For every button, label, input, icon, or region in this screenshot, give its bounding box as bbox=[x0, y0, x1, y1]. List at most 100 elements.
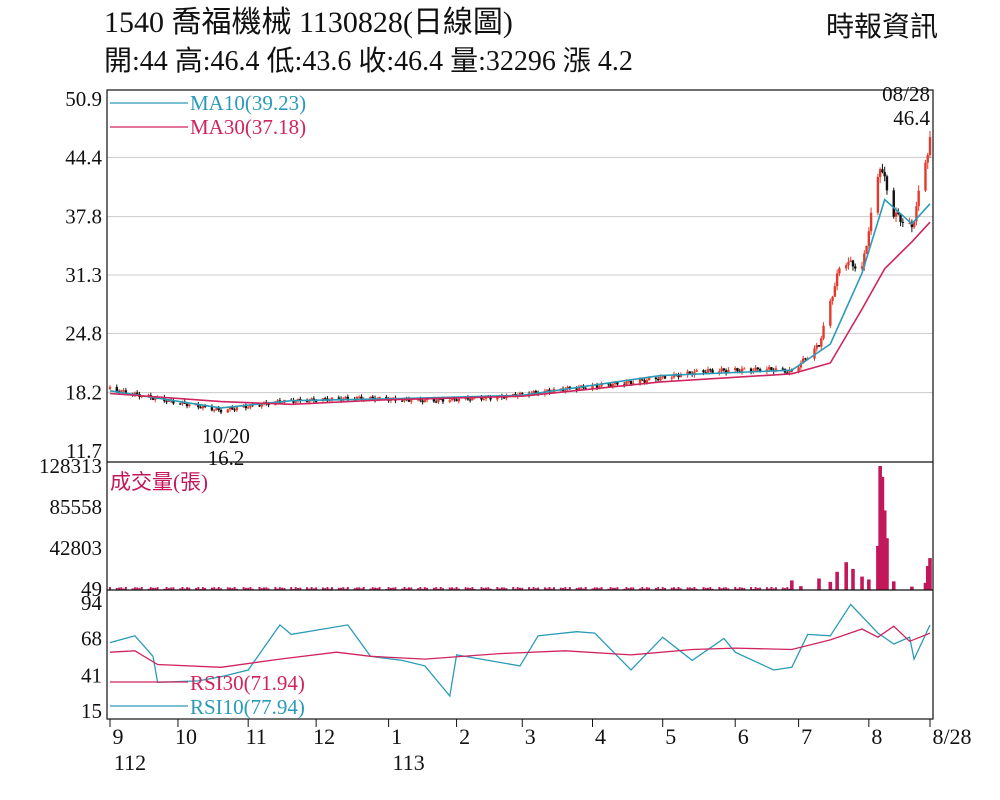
volume-bar-small bbox=[623, 588, 626, 590]
volume-bar-small bbox=[249, 587, 252, 590]
volume-bar-small bbox=[360, 588, 363, 590]
candle-body bbox=[489, 397, 492, 400]
candle-body bbox=[564, 389, 567, 392]
candle-body bbox=[337, 397, 340, 399]
volume-bar-small bbox=[455, 587, 458, 590]
volume-bar-small bbox=[532, 587, 535, 590]
candle-body bbox=[801, 358, 805, 364]
volume-bar-small bbox=[281, 587, 284, 590]
volume-bar-small bbox=[401, 588, 404, 590]
volume-bar-small bbox=[294, 587, 297, 590]
candle-body bbox=[244, 405, 248, 409]
y-tick-label: 68 bbox=[81, 627, 102, 651]
volume-bar-small bbox=[754, 587, 757, 590]
volume-bar-small bbox=[718, 587, 721, 590]
candle-body bbox=[756, 367, 760, 370]
candle-body bbox=[781, 368, 784, 370]
volume-bar-small bbox=[750, 587, 753, 590]
volume-bar-small bbox=[550, 588, 553, 590]
volume-bar-small bbox=[290, 587, 293, 590]
candle-body bbox=[294, 401, 297, 403]
volume-bar-small bbox=[580, 587, 583, 590]
y-tick-label: 50.9 bbox=[65, 87, 102, 111]
candle-body bbox=[611, 383, 615, 387]
volume-bar-small bbox=[244, 587, 247, 590]
candle-body bbox=[242, 405, 245, 408]
volume-bar-small bbox=[229, 587, 232, 590]
volume-bar-small bbox=[562, 587, 565, 590]
volume-bar-small bbox=[183, 588, 186, 590]
volume-bar-small bbox=[643, 588, 646, 590]
volume-bar-small bbox=[215, 588, 218, 590]
volume-bar-small bbox=[423, 587, 426, 590]
candle-body bbox=[709, 369, 712, 371]
volume-bar-small bbox=[629, 587, 632, 590]
x-tick-label: 2 bbox=[459, 724, 470, 749]
x-tick-label: 8 bbox=[871, 724, 882, 749]
volume-bar-small bbox=[765, 587, 768, 590]
candle-body bbox=[641, 379, 644, 381]
candle-body bbox=[233, 409, 236, 411]
volume-bar-small bbox=[496, 587, 499, 590]
volume-bar-small bbox=[165, 587, 168, 590]
candle-body bbox=[813, 348, 816, 359]
candle-body bbox=[330, 397, 334, 401]
volume-bar-small bbox=[210, 587, 213, 590]
volume-bar-small bbox=[593, 587, 596, 590]
volume-bar-small bbox=[657, 587, 660, 590]
chart-title: 1540 喬福機械 1130828(日線圖) bbox=[104, 6, 513, 39]
ma30-line bbox=[109, 221, 931, 406]
candle-body bbox=[820, 338, 823, 347]
volume-bar-small bbox=[432, 587, 435, 590]
volume-bar-small bbox=[600, 587, 603, 590]
volume-bar-small bbox=[448, 587, 451, 590]
candle-body bbox=[235, 407, 239, 411]
candle-body bbox=[305, 400, 309, 403]
volume-bar-small bbox=[702, 587, 705, 590]
candle-body bbox=[627, 381, 630, 383]
candle-body bbox=[448, 400, 451, 402]
candle-body bbox=[724, 370, 728, 373]
volume-bar-small bbox=[421, 588, 424, 590]
volume-bar-small bbox=[625, 587, 628, 590]
volume-panel: 128313 85558 42803 49 成交量(張) bbox=[39, 454, 932, 601]
volume-bar-small bbox=[358, 587, 361, 590]
candle-body bbox=[292, 400, 295, 403]
y-tick-label: 85558 bbox=[50, 495, 103, 519]
volume-bar-small bbox=[469, 587, 472, 590]
candle-body bbox=[421, 400, 424, 403]
volume-bar-small bbox=[231, 588, 234, 590]
candle-body bbox=[231, 407, 234, 410]
candle-body bbox=[450, 397, 454, 401]
frame bbox=[106, 89, 934, 720]
volume-bar-small bbox=[720, 588, 723, 590]
candle-body bbox=[860, 266, 864, 269]
volume-bar-small bbox=[464, 587, 467, 590]
volume-bar-small bbox=[788, 588, 791, 590]
candle-body bbox=[607, 383, 610, 385]
volume-bar-small bbox=[369, 588, 372, 590]
volume-bar bbox=[860, 576, 864, 590]
source-label: 時報資訊 bbox=[825, 12, 938, 43]
volume-bar-small bbox=[725, 587, 728, 590]
candle-body bbox=[598, 386, 601, 388]
candle-body bbox=[532, 390, 535, 394]
volume-bar-small bbox=[498, 588, 501, 590]
y-tick-label: 15 bbox=[81, 699, 102, 723]
volume-bar-small bbox=[340, 587, 343, 590]
volume-bar-small bbox=[156, 587, 159, 590]
volume-bar-small bbox=[704, 587, 707, 590]
volume-bar-small bbox=[217, 587, 220, 590]
volume-bar-small bbox=[670, 587, 673, 590]
volume-bar-small bbox=[480, 587, 483, 590]
candle-body bbox=[432, 398, 436, 402]
volume-bar-small bbox=[120, 587, 123, 590]
candle-body bbox=[258, 405, 261, 407]
volume-bar-small bbox=[133, 587, 136, 590]
volume-bar-small bbox=[774, 587, 777, 590]
chart-border bbox=[106, 89, 934, 720]
volume-bar-small bbox=[278, 587, 281, 590]
volume-bar-small bbox=[439, 587, 442, 590]
volume-bar-small bbox=[457, 588, 460, 590]
